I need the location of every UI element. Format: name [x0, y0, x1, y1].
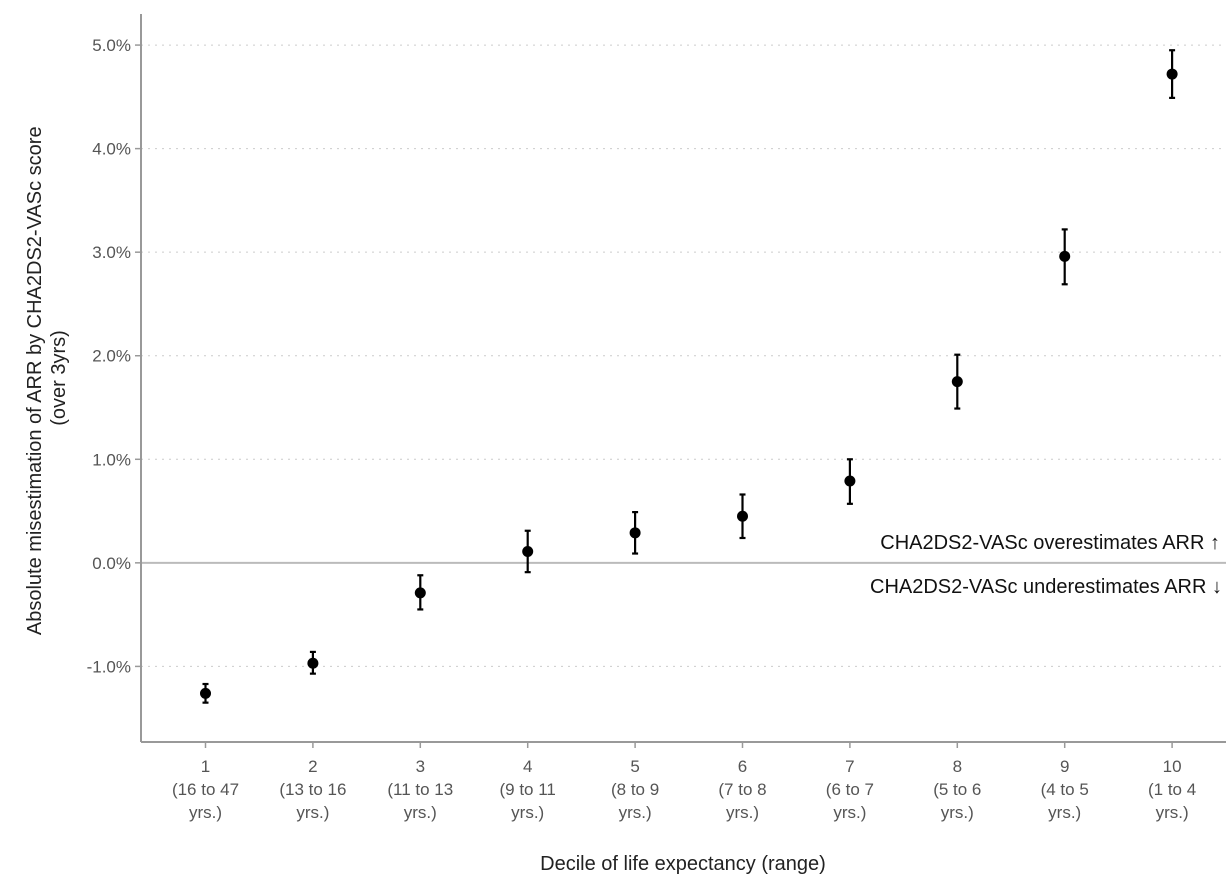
annotation-underestimates: CHA2DS2-VASc underestimates ARR ↓ — [870, 576, 1222, 598]
x-tick-label-5-line-1: (7 to 8 — [718, 780, 766, 799]
x-tick-label-9-line-2: yrs.) — [1156, 803, 1189, 822]
point-marker-8 — [951, 376, 963, 388]
x-tick-label-8-line-1: (4 to 5 — [1041, 780, 1089, 799]
x-tick-label-9-line-1: (1 to 4 — [1148, 780, 1196, 799]
x-tick-label-0-line-1: (16 to 47 — [172, 780, 239, 799]
x-tick-label-1-line-1: (13 to 16 — [279, 780, 346, 799]
x-tick-label-8-line-0: 9 — [1060, 757, 1069, 776]
y-axis-title-line-1: Absolute misestimation of ARR by CHA2DS2… — [24, 126, 46, 635]
x-tick-label-7-line-1: (5 to 6 — [933, 780, 981, 799]
point-marker-1 — [200, 687, 211, 699]
point-marker-4 — [522, 545, 534, 557]
data-point-8 — [951, 353, 963, 410]
data-point-1 — [200, 682, 211, 704]
y-axis-title-line-2: (over 3yrs) — [48, 330, 70, 426]
x-tick-label-7-line-0: 8 — [953, 757, 962, 776]
data-point-7 — [844, 458, 856, 505]
point-marker-6 — [737, 510, 748, 522]
x-tick-label-6-line-1: (6 to 7 — [826, 780, 874, 799]
y-tick-label-6: 5.0% — [92, 36, 131, 55]
point-marker-2 — [307, 657, 319, 669]
x-tick-label-3-line-0: 4 — [523, 757, 532, 776]
data-point-5 — [629, 511, 641, 555]
x-tick-label-4-line-0: 5 — [630, 757, 639, 776]
axes — [140, 14, 1226, 743]
y-axis-ticks: -1.0% 0.0% 1.0% 2.0% 3.0% 4.0% 5.0% — [87, 36, 141, 676]
x-tick-label-9-line-0: 10 — [1163, 757, 1182, 776]
x-tick-label-5-line-0: 6 — [738, 757, 747, 776]
x-tick-label-0-line-0: 1 — [201, 757, 210, 776]
x-tick-label-7-line-2: yrs.) — [941, 803, 974, 822]
x-tick-label-3-line-2: yrs.) — [511, 803, 544, 822]
y-tick-label-0: -1.0% — [87, 657, 131, 676]
x-tick-label-2-line-0: 3 — [416, 757, 425, 776]
data-point-4 — [522, 529, 534, 574]
y-tick-label-1: 0.0% — [92, 554, 131, 573]
y-tick-label-4: 3.0% — [92, 243, 131, 262]
x-tick-label-4-line-1: (8 to 9 — [611, 780, 659, 799]
x-tick-label-4-line-2: yrs.) — [619, 803, 652, 822]
y-tick-label-3: 2.0% — [92, 347, 131, 366]
point-marker-9 — [1059, 250, 1071, 262]
data-point-3 — [414, 574, 426, 611]
y-tick-label-2: 1.0% — [92, 450, 131, 469]
x-tick-label-6-line-0: 7 — [845, 757, 854, 776]
data-points — [200, 49, 1178, 704]
x-tick-label-2-line-1: (11 to 13 — [387, 780, 453, 799]
point-marker-5 — [629, 527, 641, 539]
point-marker-10 — [1166, 68, 1178, 80]
x-tick-label-8-line-2: yrs.) — [1048, 803, 1081, 822]
point-marker-3 — [414, 587, 426, 599]
x-tick-label-2-line-2: yrs.) — [404, 803, 437, 822]
data-point-9 — [1059, 228, 1071, 286]
x-tick-label-5-line-2: yrs.) — [726, 803, 759, 822]
y-tick-label-5: 4.0% — [92, 140, 131, 159]
y-axis-title: Absolute misestimation of ARR by CHA2DS2… — [24, 121, 70, 635]
data-point-2 — [307, 650, 319, 675]
x-tick-label-0-line-2: yrs.) — [189, 803, 222, 822]
x-axis-ticks: 1 (16 to 47 yrs.) 2 (13 to 16 yrs.) 3 (11 to 13… — [172, 742, 1196, 822]
x-tick-label-1-line-2: yrs.) — [296, 803, 329, 822]
annotations: CHA2DS2-VASc overestimates ARR ↑ CHA2DS2… — [870, 532, 1222, 598]
x-axis-title: Decile of life expectancy (range) — [540, 853, 826, 875]
x-tick-label-1-line-0: 2 — [308, 757, 317, 776]
data-point-10 — [1166, 49, 1178, 99]
grid-lines — [141, 44, 1226, 667]
annotation-overestimates: CHA2DS2-VASc overestimates ARR ↑ — [880, 532, 1220, 554]
x-tick-label-6-line-2: yrs.) — [833, 803, 866, 822]
data-point-6 — [737, 493, 748, 540]
x-tick-label-3-line-1: (9 to 11 — [500, 780, 556, 799]
point-marker-7 — [844, 475, 856, 487]
